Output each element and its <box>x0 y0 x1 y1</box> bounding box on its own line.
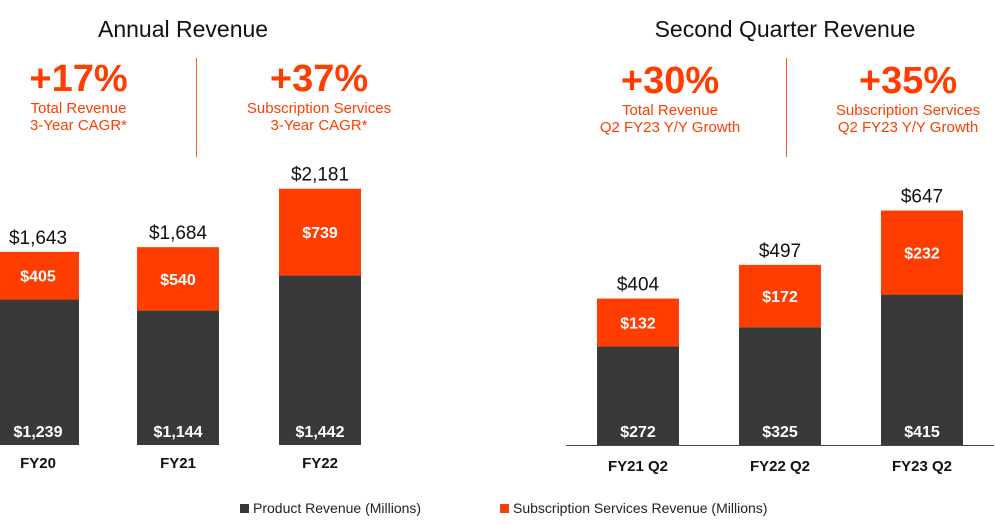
annual-total-cagr-stat: +17% Total Revenue 3-Year CAGR* <box>0 58 157 134</box>
quarterly-label-product-fy22-q2: $325 <box>762 424 798 441</box>
quarterly-subscription-growth-value: +35% <box>858 60 958 102</box>
quarterly-label-subscription-fy21-q2: $132 <box>620 316 656 333</box>
annual-category-fy21: FY21 <box>160 455 196 472</box>
quarterly-label-total-fy22-q2: $497 <box>759 241 801 262</box>
quarterly-total-growth-stat: +30% Total Revenue Q2 FY23 Y/Y Growth <box>580 60 760 136</box>
quarterly-bar-subscription-fy22-q2 <box>739 264 821 328</box>
annual-bar-product-fy22 <box>279 275 361 445</box>
annual-bar-product-fy21 <box>137 310 219 445</box>
annual-bar-product-fy20 <box>0 299 79 445</box>
legend-product-label: Product Revenue (Millions) <box>253 500 422 516</box>
quarterly-label-subscription-fy23-q2: $232 <box>904 246 940 263</box>
annual-label-subscription-fy22: $739 <box>302 225 338 242</box>
annual-bar-subscription-fy21 <box>137 247 219 311</box>
annual-subscription-cagr-value: +37% <box>269 58 369 100</box>
annual-category-fy22: FY22 <box>302 455 338 472</box>
quarterly-label-total-fy23-q2: $647 <box>901 187 943 208</box>
quarterly-bar-product-fy21-q2 <box>597 346 679 445</box>
quarterly-category-fy23-q2: FY23 Q2 <box>892 458 952 475</box>
quarterly-total-growth-line1: Total Revenue <box>622 102 718 119</box>
quarterly-subscription-growth-stat: +35% Subscription Services Q2 FY23 Y/Y G… <box>808 60 995 136</box>
quarterly-subscription-growth-line1: Subscription Services <box>835 102 981 119</box>
legend-subscription: Subscription Services Revenue (Millions) <box>500 500 767 516</box>
quarterly-subscription-growth-line2: Q2 FY23 Y/Y Growth <box>837 119 979 136</box>
annual-label-total-fy22: $2,181 <box>291 165 349 186</box>
quarterly-total-growth-line2: Q2 FY23 Y/Y Growth <box>599 119 741 136</box>
annual-revenue-title: Annual Revenue <box>98 16 269 42</box>
legend-product-swatch <box>240 504 249 513</box>
quarterly-label-total-fy21-q2: $404 <box>617 275 660 296</box>
quarterly-category-fy21-q2: FY21 Q2 <box>608 458 668 475</box>
annual-subscription-cagr-stat: +37% Subscription Services 3-Year CAGR* <box>219 58 419 134</box>
quarterly-bar-product-fy23-q2 <box>881 294 963 445</box>
quarterly-revenue-title: Second Quarter Revenue <box>654 16 916 42</box>
annual-total-cagr-value: +17% <box>29 58 128 100</box>
annual-label-total-fy20: $1,643 <box>9 228 67 249</box>
quarterly-label-product-fy21-q2: $272 <box>620 424 656 441</box>
annual-total-cagr-line1: Total Revenue <box>30 100 127 117</box>
annual-label-product-fy22: $1,442 <box>296 424 345 441</box>
annual-label-product-fy20: $1,239 <box>14 424 63 441</box>
annual-total-cagr-line2: 3-Year CAGR* <box>30 117 127 134</box>
annual-stat-divider <box>196 58 197 157</box>
quarterly-bar-product-fy22-q2 <box>739 327 821 445</box>
quarterly-total-growth-value: +30% <box>620 60 720 102</box>
annual-label-total-fy21: $1,684 <box>149 223 208 244</box>
quarterly-bar-subscription-fy21-q2 <box>597 298 679 347</box>
legend-subscription-label: Subscription Services Revenue (Millions) <box>513 500 768 516</box>
quarterly-label-subscription-fy22-q2: $172 <box>762 289 798 306</box>
annual-label-subscription-fy20: $405 <box>20 269 56 286</box>
annual-category-fy20: FY20 <box>20 455 56 472</box>
annual-label-subscription-fy21: $540 <box>160 272 196 289</box>
annual-bar-subscription-fy20 <box>0 251 79 300</box>
annual-subscription-cagr-line2: 3-Year CAGR* <box>270 117 368 134</box>
quarterly-stat-divider <box>786 58 787 157</box>
quarterly-label-product-fy23-q2: $415 <box>904 424 940 441</box>
annual-bar-subscription-fy22 <box>279 188 361 276</box>
legend-subscription-swatch <box>500 504 509 513</box>
legend-product: Product Revenue (Millions) <box>240 500 421 516</box>
quarterly-category-fy22-q2: FY22 Q2 <box>750 458 810 475</box>
annual-label-product-fy21: $1,144 <box>154 424 203 441</box>
quarterly-bar-subscription-fy23-q2 <box>881 210 963 295</box>
annual-subscription-cagr-line1: Subscription Services <box>246 100 392 117</box>
